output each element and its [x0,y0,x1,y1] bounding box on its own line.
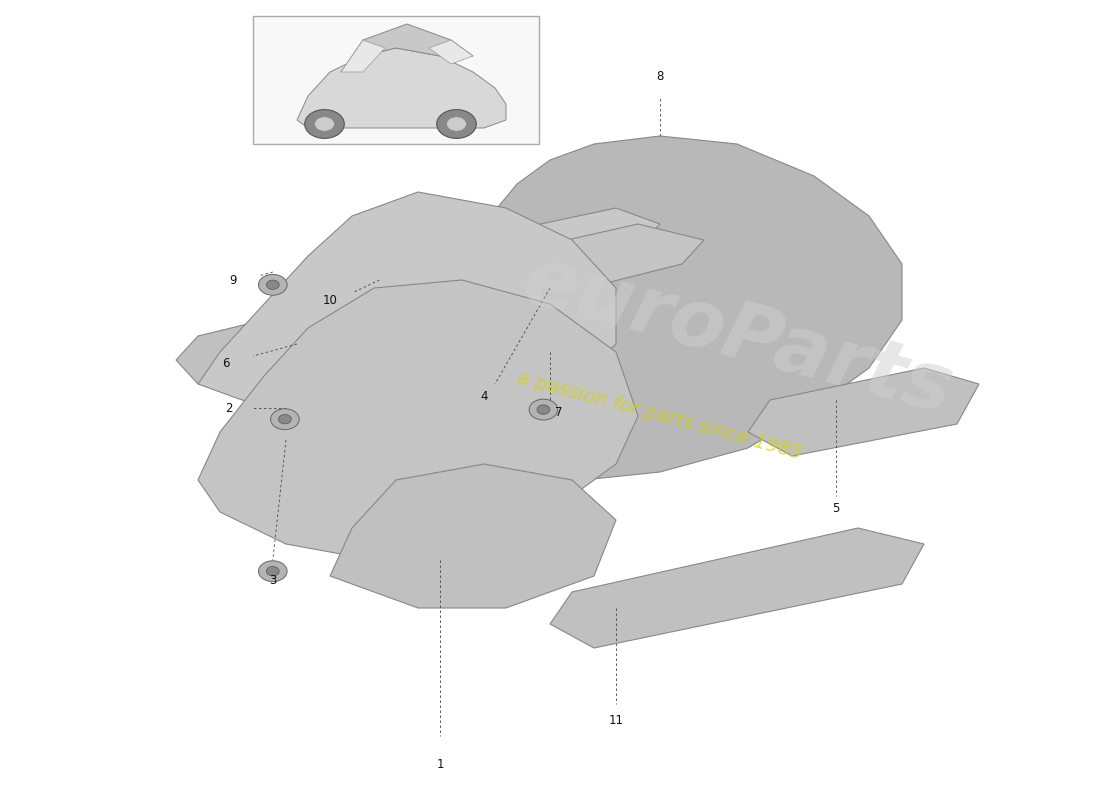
Polygon shape [341,40,385,72]
Polygon shape [330,208,660,304]
Circle shape [537,405,550,414]
Text: 9: 9 [230,274,236,286]
Circle shape [266,280,279,290]
Polygon shape [341,24,473,72]
Circle shape [278,414,292,424]
Circle shape [529,399,558,420]
Polygon shape [473,136,902,480]
Circle shape [437,110,476,138]
Polygon shape [176,304,374,384]
Text: 11: 11 [608,714,624,726]
Circle shape [315,117,334,131]
Circle shape [447,117,466,131]
Text: 4: 4 [481,390,487,402]
Text: 10: 10 [322,294,338,306]
Circle shape [258,274,287,295]
Circle shape [266,566,279,576]
Polygon shape [198,192,616,424]
Text: 3: 3 [270,574,276,586]
Bar [253,16,539,144]
Polygon shape [297,224,704,344]
Text: 8: 8 [657,70,663,82]
Polygon shape [330,464,616,608]
Text: 2: 2 [226,402,232,414]
Text: euroParts: euroParts [514,242,960,430]
Text: a passion for parts since 1985: a passion for parts since 1985 [515,369,805,463]
Text: 6: 6 [222,358,229,370]
Polygon shape [550,528,924,648]
Text: 7: 7 [556,406,562,418]
Text: 5: 5 [833,502,839,514]
Polygon shape [429,40,473,64]
Polygon shape [297,48,506,128]
Circle shape [271,409,299,430]
Text: 1: 1 [437,758,443,770]
Polygon shape [748,368,979,456]
Polygon shape [198,280,638,560]
Circle shape [305,110,344,138]
Circle shape [258,561,287,582]
